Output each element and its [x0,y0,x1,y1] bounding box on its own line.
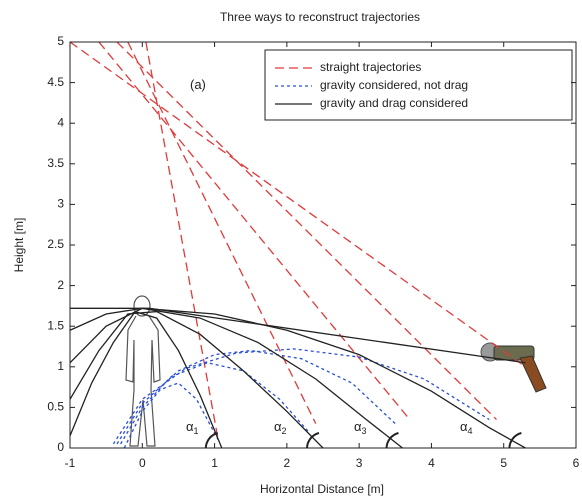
trajectory-line [70,307,403,448]
x-tick-label: 4 [428,456,435,470]
trajectory-line [98,42,411,420]
x-tick-label: 2 [284,456,291,470]
legend-label: gravity considered, not drag [320,78,468,92]
annotation-text: α [186,419,194,434]
annotation: (a) [190,77,206,92]
angle-arc [204,432,219,448]
trajectory-line [116,349,396,445]
annotation-text: α [460,419,468,434]
y-tick-label: 0.5 [47,400,64,414]
legend [264,49,573,121]
plot-frame [69,41,577,449]
annotation-subscript: 2 [282,426,287,436]
trajectory-line [120,362,310,445]
trajectory-line [145,42,219,440]
annotation-subscript: 3 [362,426,367,436]
x-tick-label: -1 [65,456,76,470]
x-tick-label: 6 [573,456,580,470]
annotation: α3 [354,419,367,436]
x-axis-label: Horizontal Distance [m] [260,482,384,496]
y-tick-label: 0 [57,440,64,454]
annotation: α1 [186,419,199,436]
x-tick-label: 0 [139,456,146,470]
y-tick-label: 1 [57,359,64,373]
x-tick-label: 3 [356,456,363,470]
x-tick-label: 5 [500,456,507,470]
y-tick-label: 4 [57,115,64,129]
trajectory-line [127,42,317,424]
annotation-subscript: 4 [468,426,473,436]
annotation-text: (a) [190,77,206,92]
trajectory-line [70,307,526,448]
y-axis-label: Height [m] [12,218,26,273]
y-tick-label: 1.5 [47,318,64,332]
annotation-text: α [274,419,282,434]
y-tick-label: 5 [57,34,64,48]
legend-label: straight trajectories [320,60,421,74]
annotation-text: α [354,419,362,434]
trajectory-line [112,348,490,445]
legend-label: gravity and drag considered [320,96,468,110]
plot-area [70,42,526,448]
person-icon [125,295,161,447]
trajectory-line [70,310,223,448]
y-tick-label: 3.5 [47,156,64,170]
annotation: α4 [460,419,473,436]
trajectory-line [116,42,497,421]
chart-title: Three ways to reconstruct trajectories [220,10,420,24]
annotation-subscript: 1 [194,426,199,436]
y-tick-label: 2 [57,278,64,292]
trajectory-line [70,310,324,448]
angle-arc [508,432,522,448]
trajectory-line [70,42,526,368]
trajectory-line [70,307,526,364]
y-tick-label: 3 [57,197,64,211]
angle-arc [385,432,399,448]
annotation: α2 [274,419,287,436]
trajectory-line [123,382,219,448]
angle-arc [306,432,320,448]
gun-icon [480,342,547,393]
y-tick-label: 4.5 [47,75,64,89]
y-tick-label: 2.5 [47,237,64,251]
x-tick-label: 1 [211,456,218,470]
